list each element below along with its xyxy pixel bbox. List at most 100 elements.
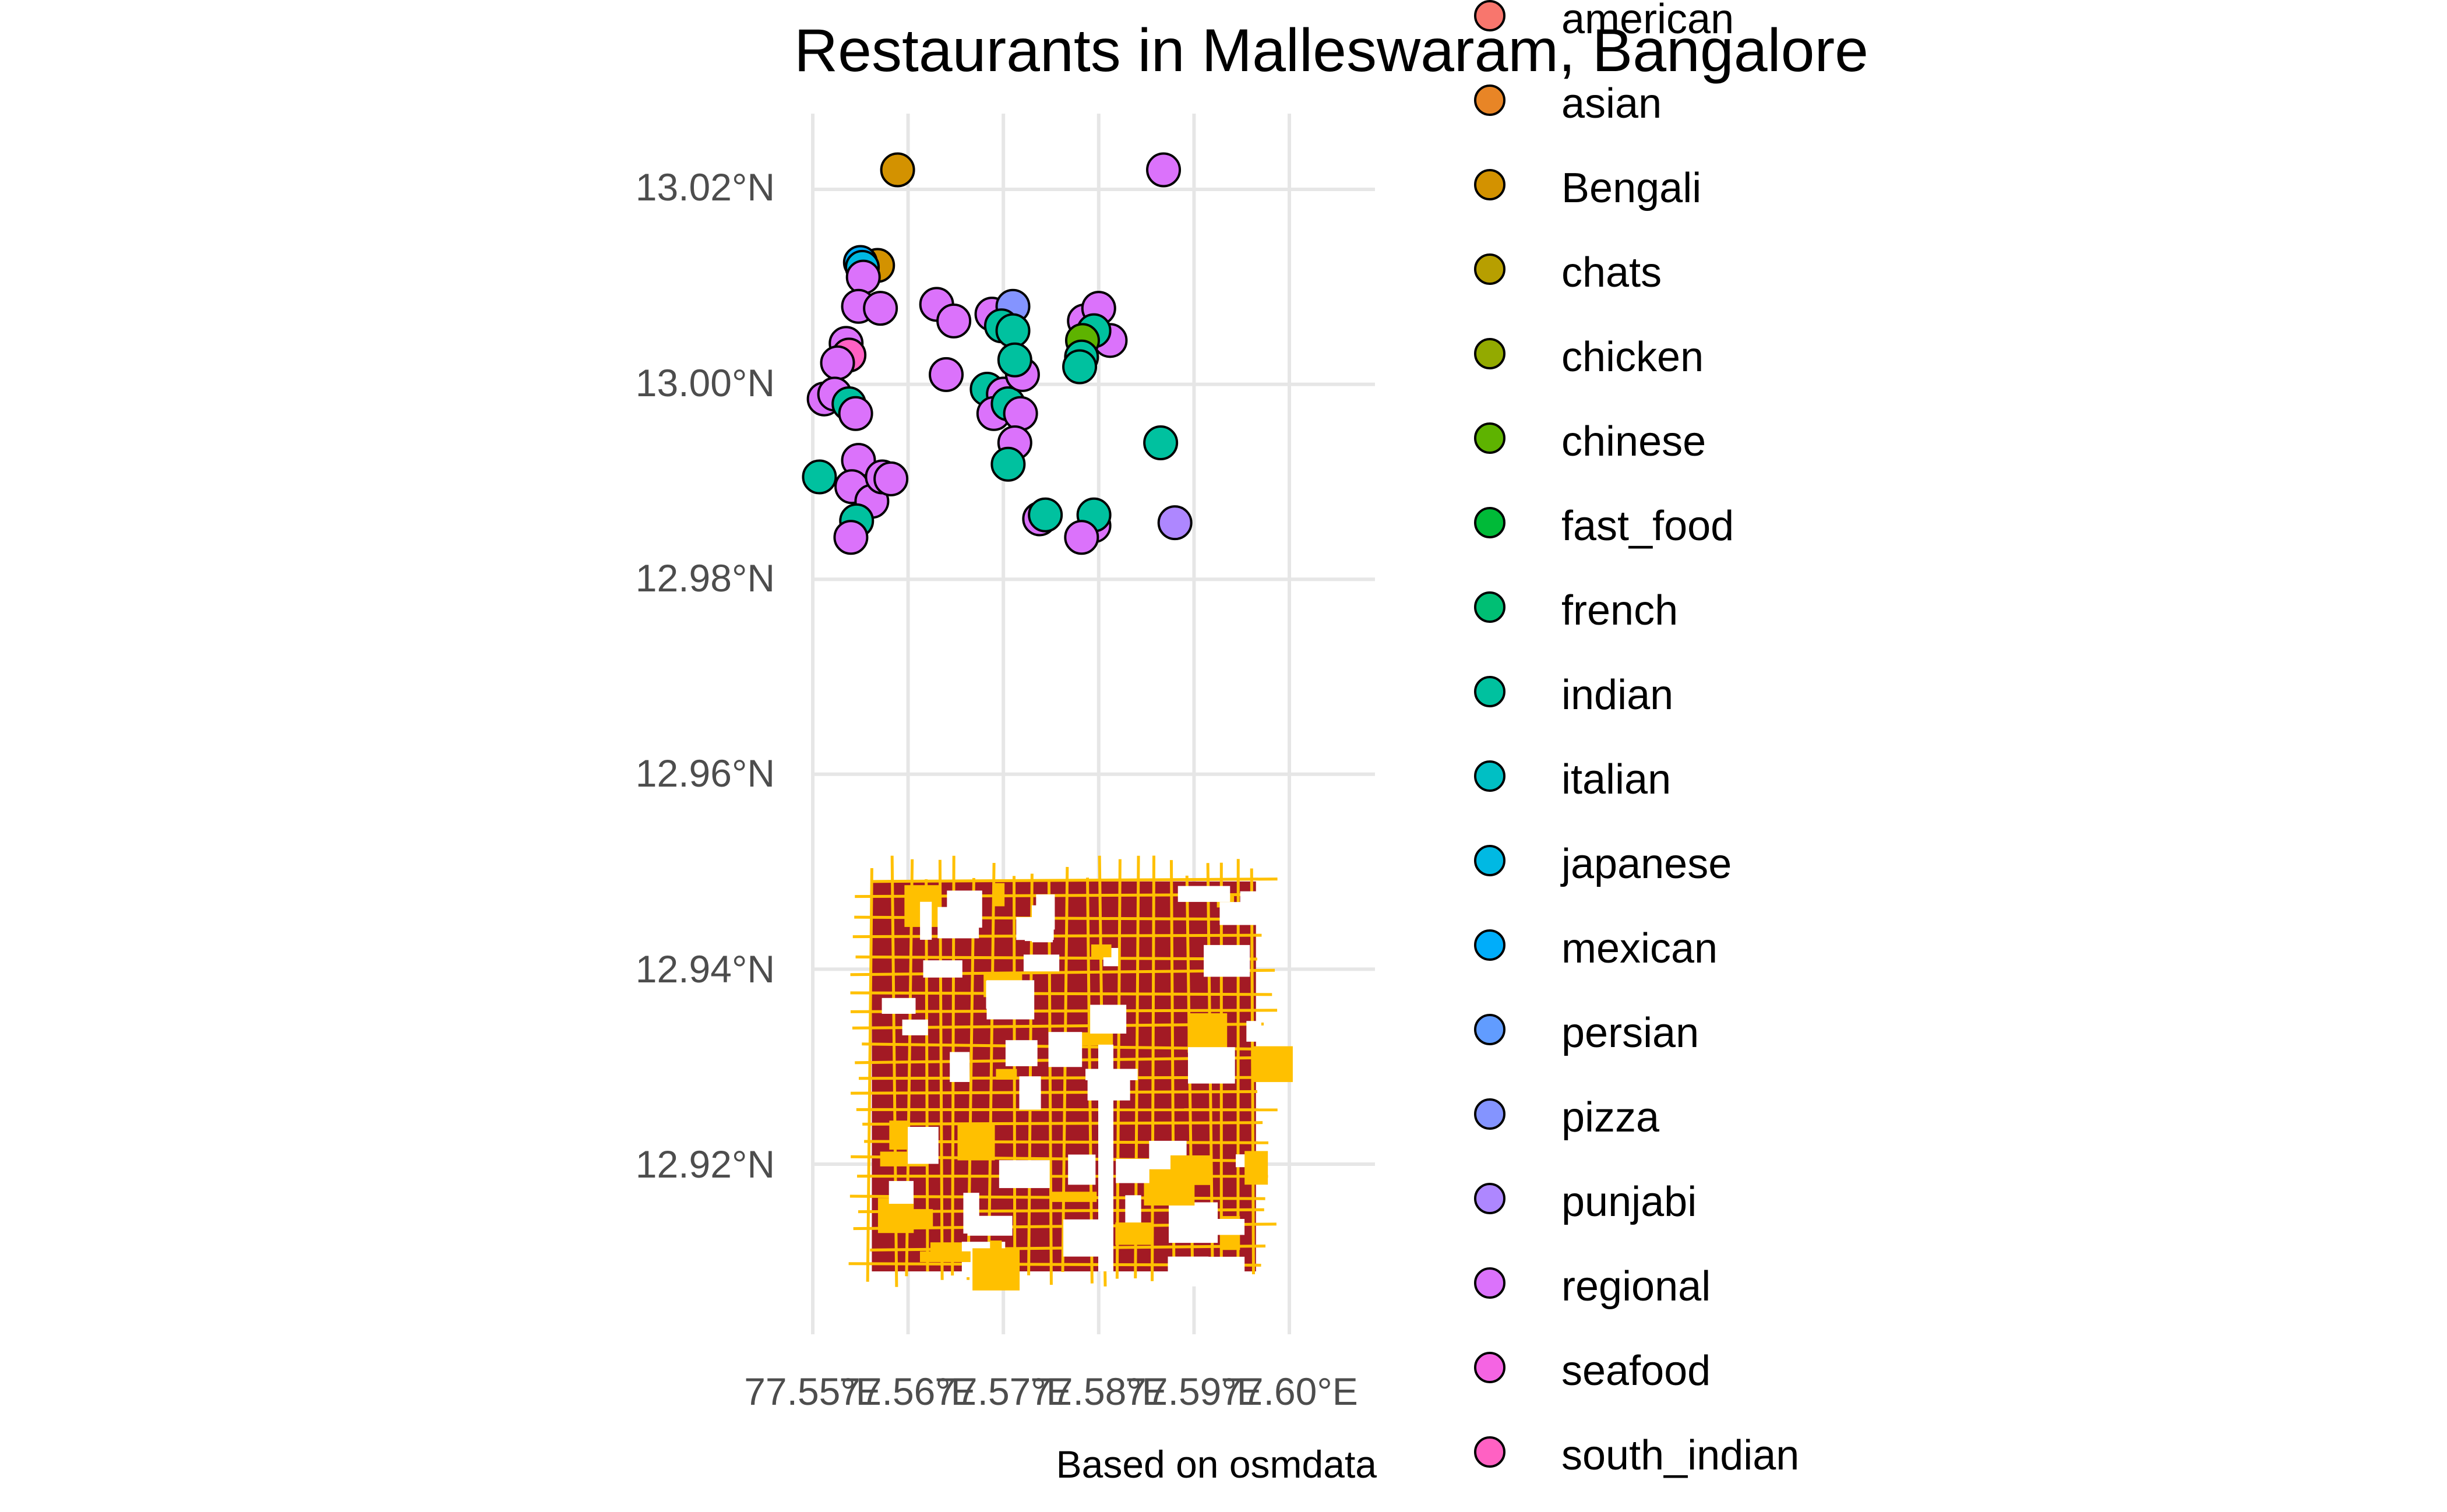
restaurant-point (936, 303, 972, 339)
chart-title: Restaurants in Malleswaram, Bangalore (794, 17, 1868, 84)
legend-key (1474, 1183, 1505, 1214)
y-tick-label: 12.96°N (635, 752, 775, 795)
x-tick-label: 77.59°E (1125, 1370, 1263, 1413)
cuisine-legend: american asian Bengali chats chicken chinese f… (1474, 0, 2057, 1512)
open-space (950, 1052, 970, 1082)
open-space (1115, 1222, 1154, 1245)
legend-item: chicken (1474, 320, 2057, 385)
open-space (1200, 1218, 1245, 1235)
restaurant-point (1157, 505, 1193, 541)
x-tick-label: 77.55°E (744, 1370, 882, 1413)
open-space (999, 1160, 1050, 1189)
legend-key (1474, 169, 1505, 200)
legend-label: chats (1561, 249, 1662, 296)
open-space (1005, 1040, 1038, 1066)
legend-key (1474, 591, 1505, 623)
legend-label: chinese (1561, 418, 1706, 465)
legend-label: asian (1561, 80, 1662, 127)
open-space (902, 1019, 928, 1035)
open-space (1204, 944, 1250, 977)
x-tick-label: 77.57°E (935, 1370, 1072, 1413)
open-space (920, 901, 932, 940)
legend-key (1474, 338, 1505, 369)
legend-label: punjabi (1561, 1179, 1697, 1225)
restaurant-point (802, 459, 837, 495)
open-space (996, 1069, 1017, 1080)
legend-item: french (1474, 574, 2057, 638)
open-space (1170, 1155, 1212, 1185)
road-segment (1013, 876, 1017, 1289)
restaurant-point (845, 259, 881, 295)
open-space (1116, 1158, 1150, 1183)
open-space (882, 998, 916, 1014)
legend-item: indian (1474, 658, 2057, 722)
legend-key (1474, 1098, 1505, 1130)
legend-label: regional (1561, 1263, 1711, 1310)
road-segment (1151, 855, 1156, 1281)
road-segment (866, 868, 873, 1282)
legend-label: american (1561, 0, 1734, 43)
legend-item: chinese (1474, 405, 2057, 469)
open-space (947, 890, 982, 928)
legend-item: punjabi (1474, 1165, 2057, 1229)
open-space (1168, 1256, 1209, 1287)
road-segment (872, 877, 1278, 883)
legend-key (1474, 0, 1505, 31)
caption: Based on osmdata (1056, 1443, 1377, 1486)
legend-label: french (1561, 587, 1679, 634)
x-tick-label: 77.60°E (1221, 1370, 1358, 1413)
restaurant-point (873, 461, 909, 496)
legend-key (1474, 253, 1505, 285)
open-space (920, 1251, 971, 1263)
open-space (1081, 1032, 1113, 1046)
x-tick-label: 77.58°E (1030, 1370, 1168, 1413)
open-space (992, 883, 1005, 907)
open-space (1023, 954, 1060, 972)
legend-label: japanese (1561, 841, 1732, 887)
open-space (1187, 1013, 1228, 1053)
legend-key (1474, 84, 1505, 116)
road-segment (925, 879, 929, 1272)
legend-key (1474, 422, 1505, 454)
legend-item: persian (1474, 996, 2057, 1060)
road-segment (851, 1090, 1257, 1095)
restaurant-point (833, 520, 869, 555)
legend-label: mexican (1561, 925, 1718, 972)
road-segment (1250, 868, 1255, 1275)
open-space (1219, 902, 1260, 925)
open-space (972, 1248, 1020, 1291)
x-tick-label: 77.56°E (839, 1370, 976, 1413)
road-segment (1047, 880, 1053, 1285)
legend-item: fast_food (1474, 489, 2057, 554)
legend-label: seafood (1561, 1348, 1711, 1394)
restaurant-point (820, 345, 855, 380)
legend-key (1474, 1352, 1505, 1383)
legend-key (1474, 1436, 1505, 1468)
road-segment (1061, 866, 1069, 1273)
restaurant-point (997, 342, 1032, 378)
open-space (1246, 1021, 1261, 1042)
open-space (923, 960, 962, 978)
restaurant-points (802, 152, 1193, 555)
restaurant-point (1064, 520, 1099, 555)
restaurant-point (1143, 425, 1179, 460)
restaurant-point (1062, 349, 1098, 385)
legend-label: chicken (1561, 334, 1704, 380)
restaurant-point (838, 396, 873, 431)
open-space (889, 1120, 911, 1150)
open-space (1019, 1076, 1041, 1110)
legend-item: japanese (1474, 827, 2057, 891)
open-space (986, 981, 1023, 1009)
legend-item: south_indian (1474, 1419, 2057, 1483)
legend-item: pizza (1474, 1081, 2057, 1145)
open-space (1244, 1151, 1268, 1185)
open-space (877, 1198, 914, 1233)
open-space (1090, 1005, 1127, 1034)
legend-key (1474, 507, 1505, 538)
legend-label: indian (1561, 672, 1674, 718)
restaurant-point (880, 152, 915, 188)
legend-key (1474, 676, 1505, 707)
legend-key (1474, 1267, 1505, 1299)
y-tick-label: 13.00°N (635, 361, 775, 404)
